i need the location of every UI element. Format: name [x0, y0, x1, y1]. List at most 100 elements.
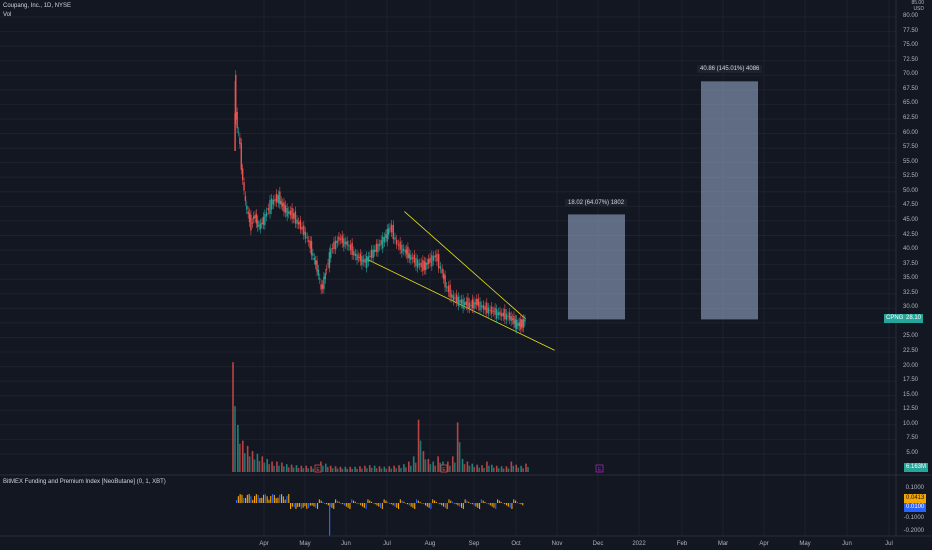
- time-tick-label: Jul: [383, 541, 391, 547]
- candle-body: [359, 253, 361, 262]
- candle-body: [284, 205, 287, 213]
- volume-bar: [493, 467, 495, 472]
- candle-body: [267, 208, 270, 211]
- indicator-bar: [374, 503, 376, 505]
- indicator-bar: [340, 503, 342, 504]
- candle-body: [277, 195, 280, 203]
- candle-body: [468, 302, 471, 309]
- indicator-bar: [254, 496, 256, 503]
- candle-body: [257, 220, 259, 228]
- volume-bar: [326, 466, 329, 472]
- indicator-bar: [297, 503, 299, 508]
- indicator-bar: [349, 503, 351, 509]
- candle-body: [247, 211, 249, 214]
- candle-body: [377, 243, 379, 253]
- candle-body: [338, 236, 340, 241]
- volume-bar: [434, 465, 437, 472]
- candle-body: [436, 253, 438, 262]
- earnings-marker[interactable]: E: [440, 464, 448, 473]
- indicator-tick-0: 0.1000: [905, 485, 924, 491]
- indicator-bar: [324, 503, 326, 504]
- indicator-bar: [317, 503, 319, 509]
- price-tick-label: 77.50: [902, 27, 918, 34]
- trendline: [367, 259, 555, 351]
- candle-body: [439, 266, 442, 269]
- indicator-bar: [439, 503, 441, 505]
- earnings-marker[interactable]: E: [314, 464, 322, 473]
- candle-body: [296, 219, 298, 224]
- indicator-bar: [488, 503, 490, 505]
- indicator-bar: [489, 503, 491, 506]
- candle-body: [286, 207, 288, 217]
- indicator-bar: [286, 495, 288, 503]
- indicator-bar: [470, 503, 472, 504]
- indicator-bar: [398, 503, 400, 509]
- earnings-marker-upcoming[interactable]: E: [595, 464, 604, 473]
- indicator-bar: [281, 494, 283, 503]
- candle-body: [520, 318, 522, 330]
- candle-body: [240, 143, 242, 170]
- projection-label-2: 40.86 (145.01%) 4086: [697, 65, 763, 73]
- candle-body: [383, 237, 386, 243]
- symbol-title[interactable]: Coupang, Inc., 1D, NYSE: [3, 3, 72, 9]
- indicator-bar: [351, 499, 353, 503]
- volume-bar: [324, 463, 327, 472]
- price-tick-label: 42.50: [902, 231, 918, 238]
- indicator-bar: [473, 503, 475, 506]
- volume-bar: [502, 468, 505, 472]
- indicator-bar: [522, 503, 524, 506]
- candle-body: [320, 284, 322, 290]
- indicator-bar: [425, 503, 427, 506]
- indicator-bar: [468, 501, 470, 503]
- candle-body: [382, 236, 384, 249]
- volume-bar: [449, 465, 451, 472]
- indicator-title[interactable]: BitMEX Funding and Premium Index [NeoBut…: [3, 479, 166, 485]
- candle-body: [517, 323, 519, 326]
- candle-body: [408, 253, 410, 259]
- volume-bar: [451, 456, 454, 472]
- indicator-bar: [430, 503, 432, 509]
- candle-body: [341, 235, 343, 244]
- indicator-bar: [421, 503, 423, 504]
- candle-body: [500, 313, 503, 317]
- candle-body: [407, 246, 409, 259]
- candle-body: [494, 307, 496, 315]
- price-tick-label: 15.00: [902, 391, 918, 398]
- volume-bar: [525, 463, 527, 472]
- time-tick-label: Mar: [717, 541, 729, 547]
- volume-bar: [246, 445, 249, 472]
- volume-bar: [366, 468, 368, 472]
- candle-body: [471, 299, 474, 309]
- indicator-bar: [273, 494, 275, 503]
- volume-legend[interactable]: Vol: [3, 12, 12, 18]
- wedge-trendlines[interactable]: [367, 211, 555, 351]
- candle-body: [374, 250, 376, 253]
- volume-bar: [481, 465, 483, 472]
- volume-bar: [429, 464, 432, 472]
- candle-body: [239, 137, 241, 144]
- price-axis-background: [896, 0, 932, 550]
- volume-bar: [476, 464, 478, 472]
- indicator-bar: [493, 503, 495, 508]
- candle-body: [298, 222, 300, 225]
- candle-body: [310, 241, 313, 256]
- volume-bar: [466, 461, 469, 472]
- volume-bar: [261, 456, 264, 472]
- candle-body: [324, 273, 326, 280]
- volume-bar: [439, 462, 441, 472]
- projection-boxes[interactable]: [568, 81, 758, 320]
- indicator-bar: [293, 503, 295, 508]
- candle-body: [399, 241, 401, 250]
- volume-bar: [239, 443, 241, 472]
- indicator-bar: [344, 503, 346, 506]
- volume-bar: [271, 461, 273, 472]
- indicator-bar: [455, 503, 457, 505]
- time-tick-label: Dec: [592, 541, 604, 547]
- time-tick-label: May: [799, 541, 811, 547]
- candle-body: [415, 258, 417, 267]
- indicator-bar: [268, 499, 270, 503]
- indicator-bar: [484, 501, 486, 503]
- indicator-bar: [295, 503, 297, 509]
- volume-bar: [491, 464, 493, 472]
